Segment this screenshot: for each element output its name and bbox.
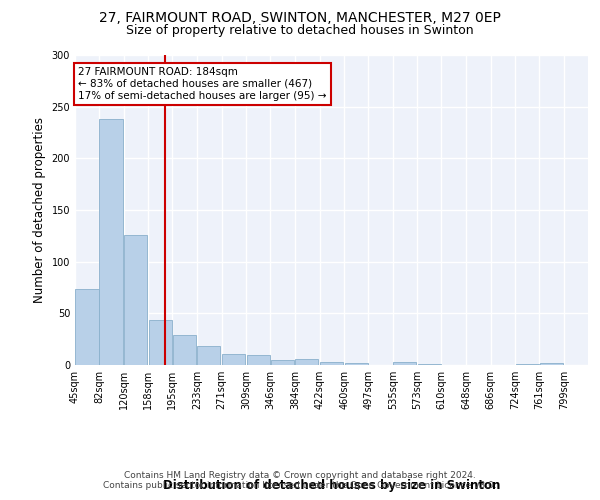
Bar <box>124 235 147 365</box>
Bar <box>320 362 343 365</box>
Bar <box>247 354 270 365</box>
Y-axis label: Number of detached properties: Number of detached properties <box>33 117 46 303</box>
Bar <box>540 363 563 365</box>
Text: 27, FAIRMOUNT ROAD, SWINTON, MANCHESTER, M27 0EP: 27, FAIRMOUNT ROAD, SWINTON, MANCHESTER,… <box>99 11 501 25</box>
Bar <box>222 354 245 365</box>
Bar <box>344 363 368 365</box>
Text: Contains HM Land Registry data © Crown copyright and database right 2024.
Contai: Contains HM Land Registry data © Crown c… <box>103 470 497 490</box>
Text: 27 FAIRMOUNT ROAD: 184sqm
← 83% of detached houses are smaller (467)
17% of semi: 27 FAIRMOUNT ROAD: 184sqm ← 83% of detac… <box>78 68 327 100</box>
Bar <box>295 359 319 365</box>
Bar <box>516 364 539 365</box>
Bar <box>100 119 122 365</box>
Text: Size of property relative to detached houses in Swinton: Size of property relative to detached ho… <box>126 24 474 37</box>
Bar <box>271 360 294 365</box>
Bar <box>76 288 98 365</box>
X-axis label: Distribution of detached houses by size in Swinton: Distribution of detached houses by size … <box>163 478 500 492</box>
Bar <box>393 362 416 365</box>
Bar <box>197 346 220 365</box>
Bar <box>173 335 196 365</box>
Bar <box>418 364 441 365</box>
Bar <box>149 320 172 365</box>
